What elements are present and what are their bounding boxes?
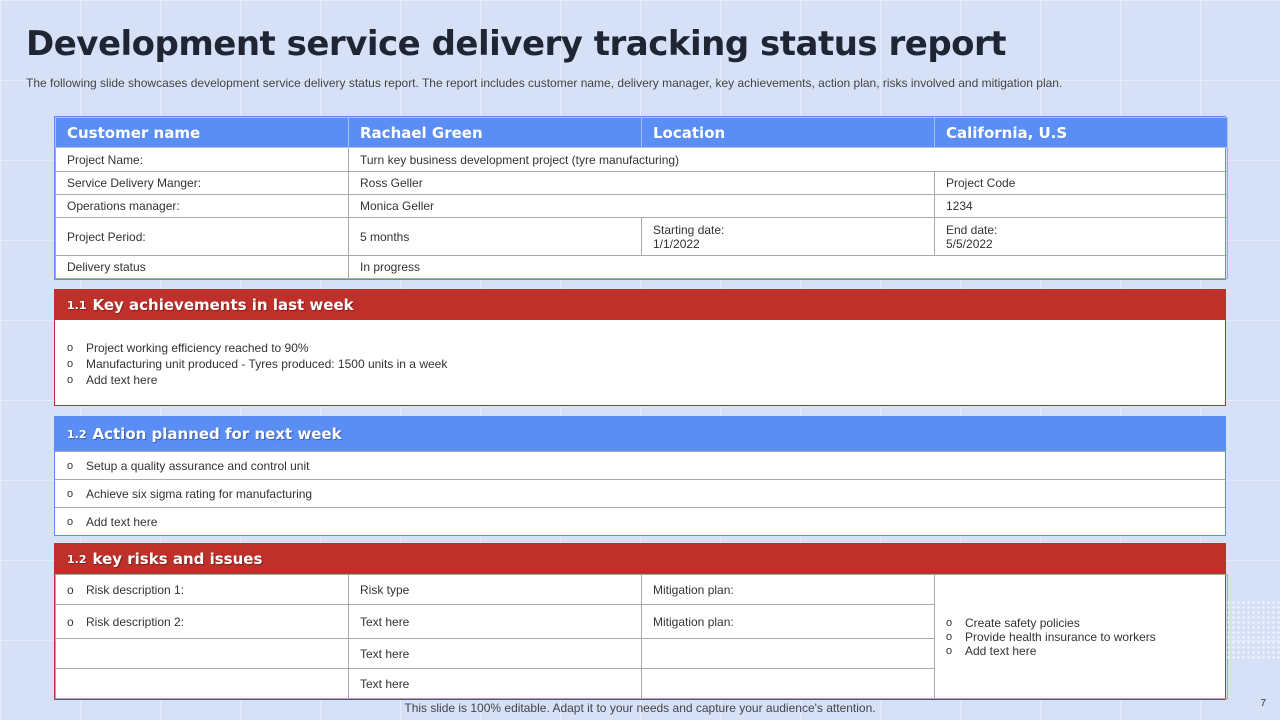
achievement-text: Add text here (86, 373, 158, 387)
end-date-cell: End date: 5/5/2022 (934, 217, 1228, 256)
end-date-value: 5/5/2022 (946, 236, 993, 251)
ops-label: Operations manager: (55, 194, 349, 218)
action-text: Achieve six sigma rating for manufacturi… (86, 486, 313, 501)
risk-type: Text here (348, 668, 642, 699)
achievements-title: Key achievements in last week (92, 296, 354, 314)
risk-mitigation: Mitigation plan: (641, 604, 935, 639)
ops-value: Monica Geller (348, 194, 935, 218)
table-row: Text here (55, 638, 1228, 669)
page-subtitle: The following slide showcases developmen… (26, 76, 1063, 90)
action-text: Setup a quality assurance and control un… (86, 458, 310, 473)
bullet-icon: o (67, 515, 74, 528)
header-customer-name-value: Rachael Green (348, 117, 642, 148)
project-info-table: Customer name Rachael Green Location Cal… (54, 116, 1228, 280)
list-item: o Add text here (946, 644, 1216, 658)
list-item: o Setup a quality assurance and control u… (55, 451, 1225, 479)
achievements-header: 1.1 Key achievements in last week (55, 290, 1225, 320)
risk-type: Text here (348, 638, 642, 669)
page-title: Development service delivery tracking st… (26, 24, 1007, 64)
actions-number: 1.2 (67, 427, 87, 441)
table-row: o Risk description 2: Text here Mitigatio… (55, 604, 1228, 639)
list-item: o Manufacturing unit produced - Tyres pro… (67, 356, 1225, 372)
project-name-label: Project Name: (55, 147, 349, 172)
mitigation-plans-list: o Create safety policies o Provide health … (946, 616, 1216, 658)
bullet-icon: o (67, 487, 74, 500)
bullet-icon: o (67, 374, 74, 386)
risks-title: key risks and issues (92, 550, 263, 568)
project-name-value: Turn key business development project (t… (348, 147, 1228, 172)
risk-mitigation (641, 638, 935, 669)
actions-title: Action planned for next week (92, 425, 342, 443)
end-date-label: End date: (946, 222, 998, 237)
project-code-value: 1234 (934, 194, 1228, 218)
page-number: 7 (1260, 698, 1266, 709)
sdm-label: Service Delivery Manger: (55, 171, 349, 195)
start-date-cell: Starting date: 1/1/2022 (641, 217, 935, 256)
bullet-icon: o (67, 342, 74, 354)
list-item: o Project working efficiency reached to 9… (67, 340, 1225, 356)
bullet-icon: o (946, 644, 953, 657)
ops-row: Operations manager: Monica Geller 1234 (55, 194, 1228, 218)
risk-desc-cell: o Risk description 1: (55, 574, 349, 605)
list-item: o Provide health insurance to workers (946, 630, 1216, 644)
start-date-label: Starting date: (653, 222, 725, 237)
bullet-icon: o (67, 614, 74, 629)
risks-section: 1.2 key risks and issues o Risk descripti… (54, 543, 1228, 700)
bullet-icon: o (67, 358, 74, 370)
plan-text: Create safety policies (965, 615, 1080, 630)
risk-desc (55, 668, 349, 699)
project-name-row: Project Name: Turn key business developm… (55, 147, 1228, 172)
mitigation-plans-cell: o Create safety policies o Provide health … (934, 574, 1228, 699)
header-location-value: California, U.S (934, 117, 1228, 148)
plan-text: Add text here (965, 643, 1037, 658)
info-header-row: Customer name Rachael Green Location Cal… (55, 117, 1228, 148)
status-value: In progress (348, 255, 1228, 279)
achievement-text: Project working efficiency reached to 90… (86, 341, 309, 355)
footer-note: This slide is 100% editable. Adapt it to… (404, 701, 876, 715)
start-date-value: 1/1/2022 (653, 236, 700, 251)
achievements-number: 1.1 (67, 298, 87, 312)
risk-type: Text here (348, 604, 642, 639)
sdm-value: Ross Geller (348, 171, 935, 195)
action-text: Add text here (86, 514, 158, 529)
risks-table: o Risk description 1: Risk type Mitigatio… (55, 574, 1228, 699)
dot-pattern-decoration (1226, 600, 1280, 660)
list-item: o Create safety policies (946, 616, 1216, 630)
table-row: o Risk description 1: Risk type Mitigatio… (55, 574, 1228, 699)
list-item: o Add text here (67, 372, 1225, 388)
achievement-text: Manufacturing unit produced - Tyres prod… (86, 357, 448, 371)
status-label: Delivery status (55, 255, 349, 279)
risk-mitigation (641, 668, 935, 699)
period-label: Project Period: (55, 217, 349, 256)
sdm-row: Service Delivery Manger: Ross Geller Pro… (55, 171, 1228, 195)
header-location-label: Location (641, 117, 935, 148)
risk-desc: Risk description 1: (86, 582, 185, 597)
actions-section: 1.2 Action planned for next week o Setup … (54, 416, 1226, 536)
list-item: o Add text here (55, 507, 1225, 535)
achievements-section: 1.1 Key achievements in last week o Proje… (54, 289, 1226, 406)
list-item: o Achieve six sigma rating for manufactur… (55, 479, 1225, 507)
risk-type: Risk type (348, 574, 642, 605)
status-row: Delivery status In progress (55, 255, 1228, 279)
risk-desc-cell: o Risk description 2: (55, 604, 349, 639)
period-value: 5 months (348, 217, 642, 256)
period-row: Project Period: 5 months Starting date: … (55, 217, 1228, 256)
bullet-icon: o (67, 459, 74, 472)
actions-header: 1.2 Action planned for next week (55, 417, 1225, 451)
achievements-list: o Project working efficiency reached to 9… (55, 320, 1225, 388)
risk-mitigation: Mitigation plan: (641, 574, 935, 605)
header-customer-name-label: Customer name (55, 117, 349, 148)
risks-number: 1.2 (67, 552, 87, 566)
bullet-icon: o (946, 630, 953, 643)
risk-desc: Risk description 2: (86, 614, 185, 629)
plan-text: Provide health insurance to workers (965, 629, 1156, 644)
project-code-label: Project Code (934, 171, 1228, 195)
bullet-icon: o (946, 616, 953, 629)
table-row: Text here (55, 668, 1228, 699)
bullet-icon: o (67, 582, 74, 597)
risk-desc (55, 638, 349, 669)
risks-header: 1.2 key risks and issues (55, 544, 1225, 574)
